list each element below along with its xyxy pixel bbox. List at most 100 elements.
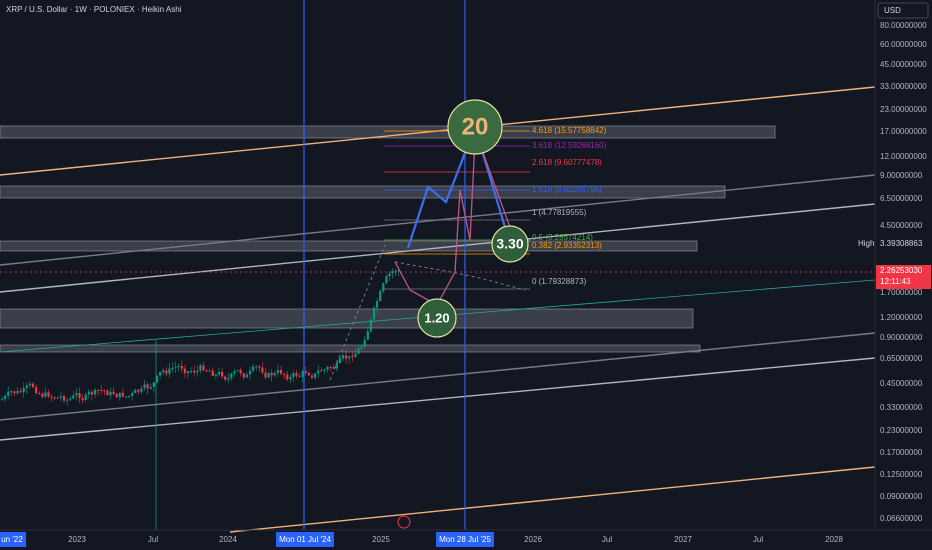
candle <box>143 384 146 389</box>
candle <box>202 365 205 371</box>
price-label: 45.00000000 <box>880 60 927 69</box>
candle <box>283 373 286 375</box>
candle <box>128 395 131 397</box>
candle <box>295 373 298 376</box>
candle <box>326 366 329 370</box>
candle <box>385 276 388 284</box>
candle <box>335 363 338 369</box>
currency[interactable]: USD <box>884 6 901 15</box>
time-labels: un '22 2023 Jul 2024 Mon 01 Jul '24 2025 Mon 2… <box>0 532 843 547</box>
target-label: 3.30 <box>496 236 523 252</box>
candle <box>193 370 196 373</box>
target-label: 1.20 <box>424 310 449 325</box>
price-label: 0.12500000 <box>880 470 923 479</box>
candle <box>369 319 372 332</box>
event-icon[interactable] <box>397 515 411 529</box>
candle <box>341 355 345 359</box>
candle <box>208 370 211 372</box>
candle <box>53 397 56 399</box>
candle <box>149 387 152 389</box>
time-label: 2024 <box>219 535 237 544</box>
candle <box>217 372 221 375</box>
high-label: High <box>858 239 874 248</box>
time-marker <box>436 532 494 547</box>
candle <box>394 271 397 273</box>
fib-label: 1 (4.77819555) <box>532 208 587 217</box>
candle <box>140 388 143 392</box>
candle <box>242 373 245 378</box>
fib-labels: 4.618 (15.57758842) 3.618 (12.59268160) 2.… <box>532 126 607 286</box>
candle <box>233 371 236 374</box>
candle <box>75 393 78 396</box>
candle <box>28 383 31 386</box>
candle <box>230 373 233 379</box>
time-label: un '22 <box>1 535 23 544</box>
candle <box>292 373 295 378</box>
chart-area <box>0 0 875 530</box>
candle <box>7 391 10 396</box>
candle <box>72 395 75 399</box>
candle <box>372 307 376 320</box>
candle <box>289 377 292 380</box>
candle <box>351 356 354 358</box>
candle <box>376 301 379 308</box>
candle <box>100 389 103 391</box>
price-label: 0.65000000 <box>880 354 923 363</box>
candle <box>366 331 369 340</box>
candle <box>310 375 314 378</box>
candle <box>255 366 258 368</box>
candle <box>66 399 69 401</box>
fib-label: 2.618 (9.60777478) <box>532 158 602 167</box>
candle <box>314 373 317 378</box>
candle <box>4 395 7 400</box>
candle <box>177 365 180 368</box>
currency-button[interactable] <box>877 2 929 19</box>
candle <box>211 370 214 376</box>
fib-label: 0 (1.79328873) <box>532 277 587 286</box>
candle <box>279 370 283 374</box>
projection-up <box>406 123 512 249</box>
candle <box>286 374 289 380</box>
candle <box>134 389 137 394</box>
candle <box>214 374 217 376</box>
candle <box>93 389 97 395</box>
price-label: 9.00000000 <box>880 171 923 180</box>
candle <box>35 387 38 394</box>
candle <box>115 393 118 398</box>
candle <box>47 392 50 397</box>
fib-label: 0.382 (2.93352313) <box>532 241 602 250</box>
price-label: 4.50000000 <box>880 221 923 230</box>
candle <box>174 367 177 369</box>
time-label: 2025 <box>372 535 390 544</box>
candle <box>248 370 252 375</box>
candle <box>16 390 19 394</box>
price-label: 23.00000000 <box>880 105 927 114</box>
candle <box>180 365 183 369</box>
chart-title: XRP / U.S. Dollar · 1W · POLONIEX · Heik… <box>6 5 182 14</box>
candle <box>41 393 44 397</box>
fib-label: 3.618 (12.59268160) <box>532 141 607 150</box>
candle <box>261 367 264 373</box>
target-label: 20 <box>462 113 489 140</box>
candle <box>146 384 149 389</box>
candle <box>360 346 363 349</box>
candle <box>199 365 202 371</box>
time-marker <box>276 532 334 547</box>
price-label: 60.00000000 <box>880 40 927 49</box>
candle <box>109 391 112 396</box>
candle <box>84 394 87 401</box>
candle <box>236 370 239 372</box>
price-label: 0.90000000 <box>880 333 923 342</box>
candle <box>13 391 16 394</box>
price-label: 0.06600000 <box>880 514 923 523</box>
candle <box>270 372 273 376</box>
time-marker <box>0 532 26 547</box>
candle <box>159 372 162 376</box>
candle <box>90 391 93 395</box>
candle <box>267 372 270 378</box>
candle <box>10 391 13 393</box>
candle <box>388 273 391 277</box>
candle <box>87 391 90 395</box>
candle <box>363 339 366 347</box>
high-price: 3.39308863 <box>880 239 923 248</box>
